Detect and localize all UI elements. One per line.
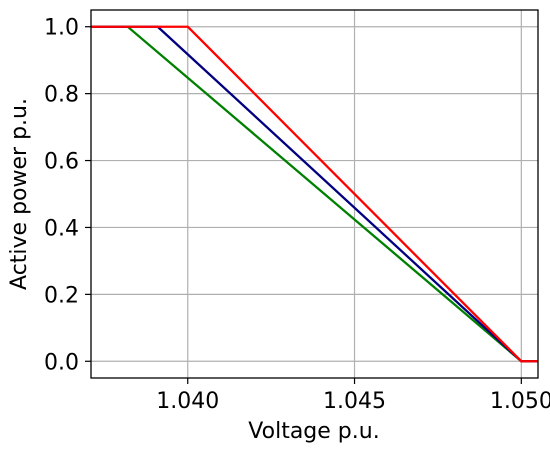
grid-lines — [91, 10, 538, 378]
series-lines — [91, 25, 538, 363]
x-axis-label: Voltage p.u. — [248, 419, 379, 444]
y-tick-label: 0.4 — [44, 216, 79, 241]
y-tick-label: 0.2 — [44, 283, 79, 308]
plot-area-frame — [90, 9, 539, 379]
x-tick-label: 1.050 — [490, 389, 550, 414]
y-tick-label: 0.6 — [44, 150, 79, 175]
series-line-2 — [91, 25, 538, 363]
y-tick-label: 1.0 — [44, 16, 79, 41]
axis-ticks: 1.040 1.045 1.050 0.0 0.2 0.4 0.6 0.8 1.0 — [44, 16, 550, 414]
x-tick-label: 1.040 — [156, 389, 219, 414]
y-tick-label: 0.8 — [44, 83, 79, 108]
x-tick-label: 1.045 — [323, 389, 386, 414]
y-tick-label: 0.0 — [44, 350, 79, 375]
y-axis-label: Active power p.u. — [7, 98, 32, 290]
